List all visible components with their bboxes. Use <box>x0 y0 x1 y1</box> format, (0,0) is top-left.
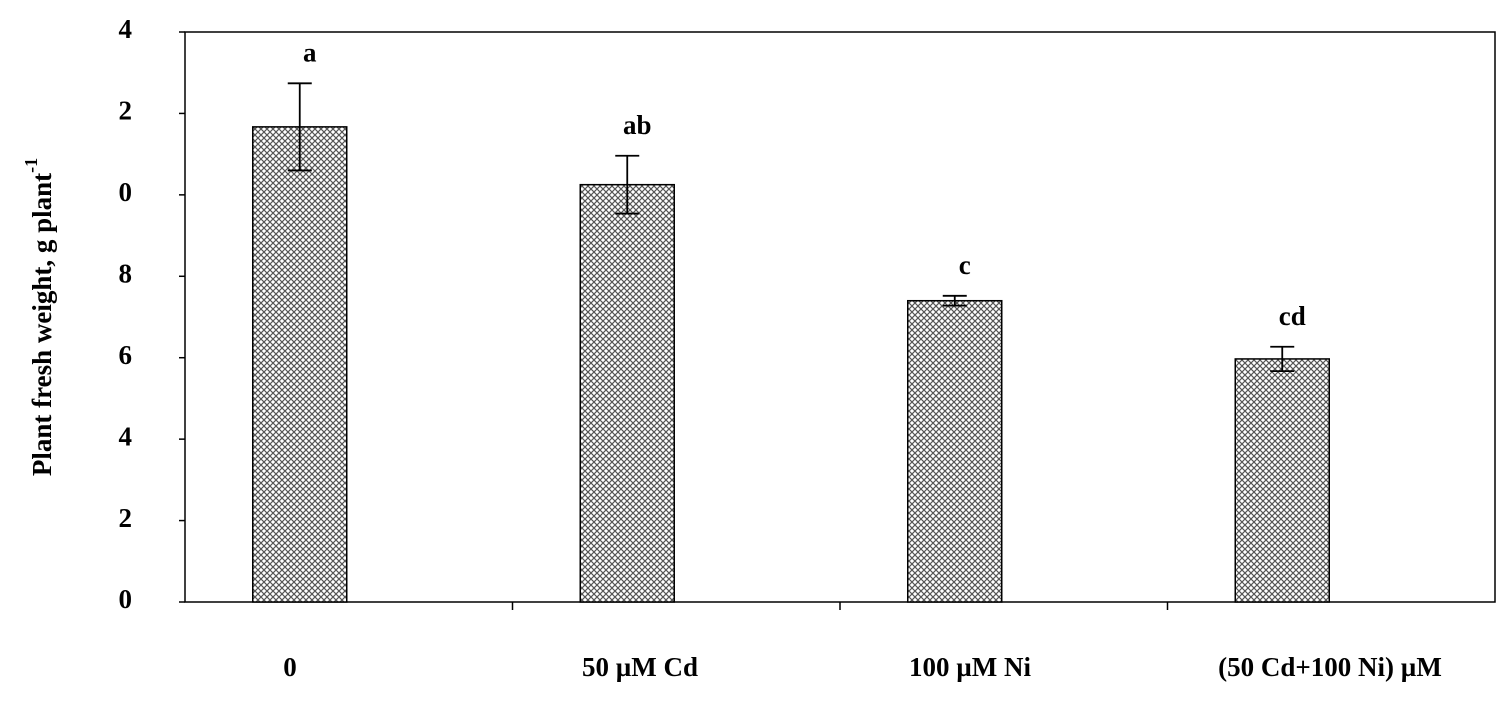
y-tick-label: 0 <box>119 584 133 614</box>
y-tick-label: 4 <box>119 421 133 451</box>
significance-label: c <box>959 250 971 280</box>
y-tick-label: 4 <box>119 14 133 44</box>
x-tick-label: 0 <box>283 652 297 682</box>
bar <box>907 299 1003 603</box>
x-tick-label: (50 Cd+100 Ni) µM <box>1218 652 1442 682</box>
error-bar <box>1270 345 1295 373</box>
y-tick-label: 0 <box>119 177 133 207</box>
bar <box>1234 358 1330 603</box>
bar <box>252 126 348 603</box>
error-bar <box>287 82 312 172</box>
y-tick-label: 2 <box>119 96 133 126</box>
bar <box>579 183 675 603</box>
significance-label: ab <box>623 110 652 140</box>
error-bar <box>942 294 967 307</box>
x-tick-label: 100 µM Ni <box>909 652 1032 682</box>
y-tick-label: 6 <box>119 340 133 370</box>
error-bar <box>615 154 640 215</box>
significance-label: a <box>303 38 317 68</box>
x-tick-label: 50 µM Cd <box>582 652 698 682</box>
y-axis-label: Plant fresh weight, g plant-1 <box>21 158 57 476</box>
y-tick-label: 8 <box>119 258 133 288</box>
significance-label: cd <box>1279 301 1306 331</box>
y-tick-label: 2 <box>119 503 133 533</box>
